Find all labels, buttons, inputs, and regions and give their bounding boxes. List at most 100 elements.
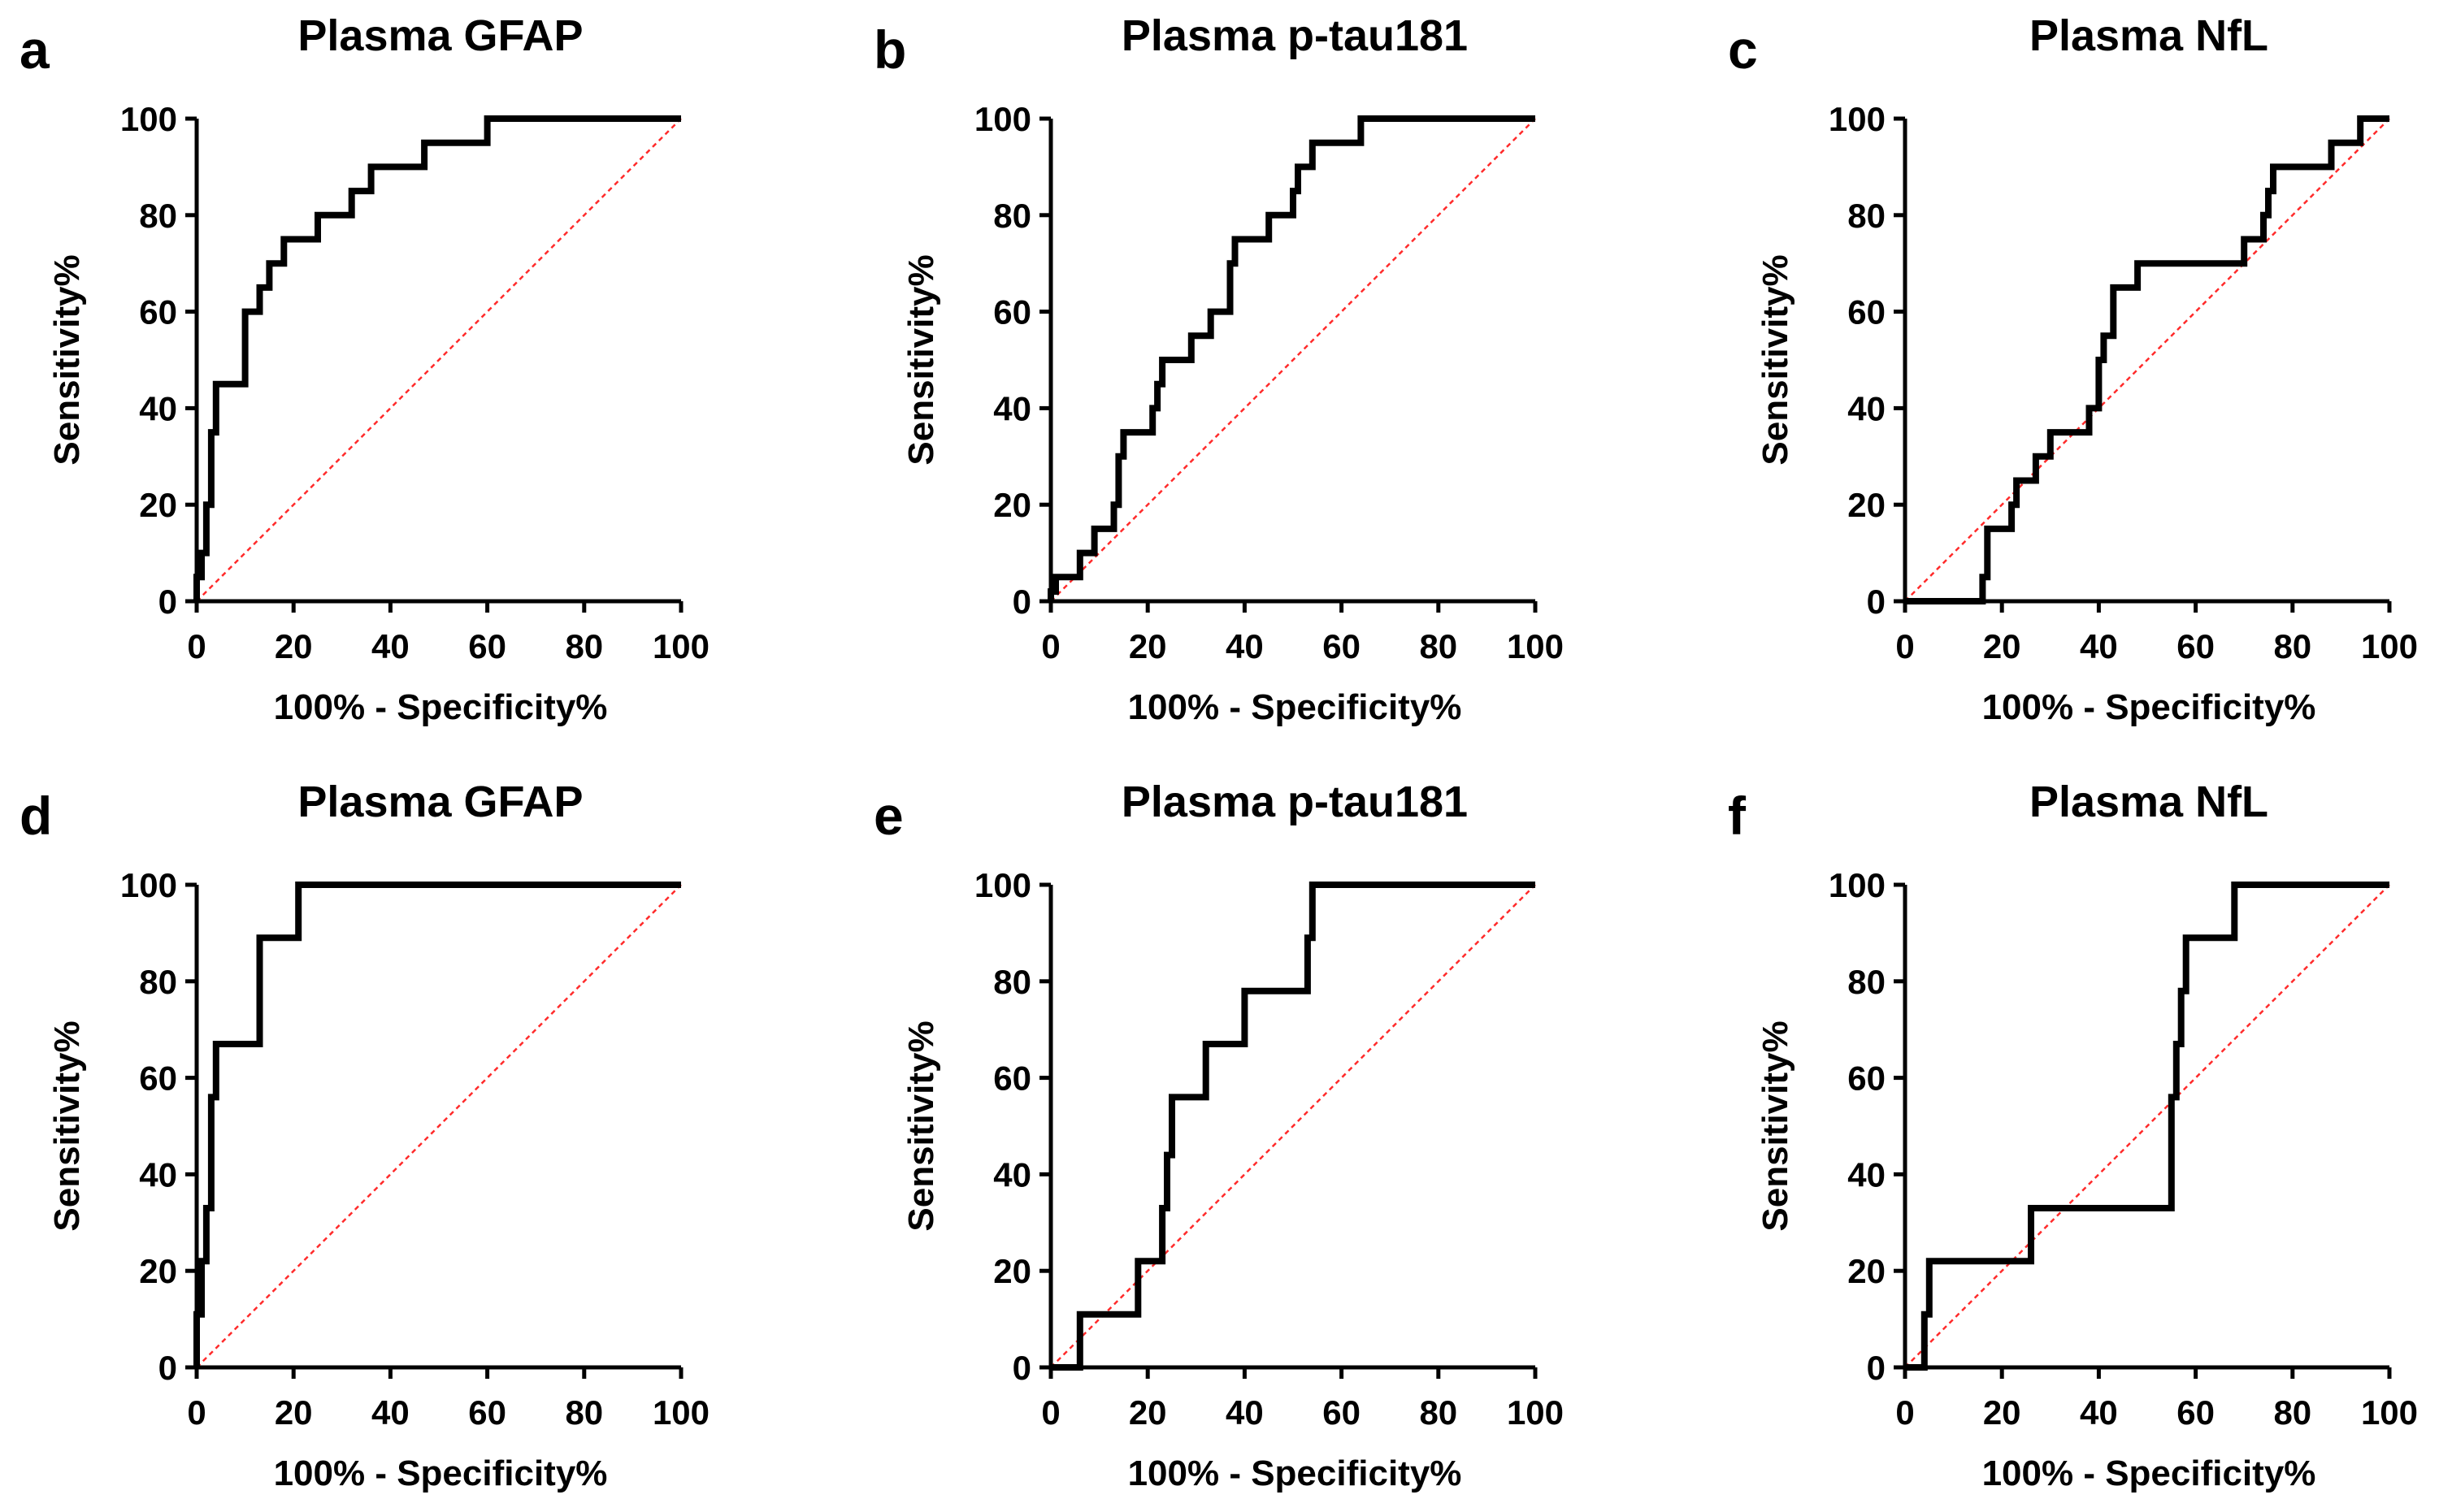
x-tick-label: 80 [565,627,603,665]
panel-f: f Plasma NfL 0 20 40 60 80 100 0 20 40 60 80 100 100% … [1728,778,2418,1493]
x-tick-label: 40 [2080,627,2118,665]
x-tick-label: 0 [187,1393,206,1432]
y-tick-label: 80 [1847,197,1886,235]
chart-title: Plasma GFAP [297,11,583,60]
x-tick-label: 60 [1322,1393,1361,1432]
x-tick-label: 20 [275,627,313,665]
y-tick-label: 20 [993,486,1031,524]
y-tick-label: 60 [1847,293,1886,331]
x-tick-label: 0 [1041,627,1060,665]
roc-curve-line [193,115,681,601]
x-tick-label: 60 [468,627,506,665]
roc-curve-line [1051,882,1535,1371]
x-tick-label: 80 [565,1393,603,1432]
reference-diagonal-line [1904,118,2390,602]
y-axis-label: Sensitivity% [47,254,87,465]
x-tick-label: 40 [371,1393,410,1432]
y-tick-label: 40 [139,1155,177,1194]
x-axis-label: 100% - Specificity% [1982,687,2316,727]
y-tick-label: 80 [1847,963,1886,1001]
y-tick-label: 60 [139,293,177,331]
x-axis-label: 100% - Specificity% [274,1454,608,1493]
y-tick-label: 60 [139,1059,177,1098]
y-tick-label: 40 [993,389,1031,427]
x-tick-label: 20 [1983,1393,2021,1432]
x-axis-label: 100% - Specificity% [1128,687,1462,727]
y-tick-label: 100 [120,100,177,138]
panel-letter: c [1728,19,1758,80]
chart-title: Plasma p-tau181 [1122,778,1468,826]
y-tick-label: 100 [974,100,1031,138]
y-axis-label: Sensitivity% [1755,254,1795,465]
reference-diagonal-line [196,884,682,1368]
y-tick-label: 40 [1847,1155,1886,1194]
x-tick-label: 100 [653,627,710,665]
x-tick-label: 0 [1895,1393,1914,1432]
x-axis-label: 100% - Specificity% [1128,1454,1462,1493]
y-tick-label: 100 [1829,100,1886,138]
panel-c: c Plasma NfL 0 20 40 60 80 100 0 20 40 60 80 100 100% … [1728,11,2418,727]
y-tick-label: 60 [993,1059,1031,1098]
roc-curve-line [1905,882,2389,1371]
x-tick-label: 60 [2176,627,2215,665]
x-tick-label: 20 [275,1393,313,1432]
y-tick-label: 0 [1867,583,1886,621]
x-tick-label: 100 [1507,627,1564,665]
y-tick-label: 20 [993,1252,1031,1290]
chart-title: Plasma NfL [2029,11,2268,60]
x-tick-label: 20 [1129,627,1167,665]
x-tick-label: 60 [468,1393,506,1432]
x-tick-label: 40 [371,627,410,665]
x-axis-label: 100% - Specificity% [1982,1454,2316,1493]
y-axis-label: Sensitivity% [1755,1020,1795,1231]
reference-diagonal-line [196,118,682,602]
y-tick-label: 20 [139,486,177,524]
panel-e: e Plasma p-tau181 0 20 40 60 80 100 0 20 40 60 80 100… [874,778,1564,1493]
y-tick-label: 40 [139,389,177,427]
x-tick-label: 0 [1041,1393,1060,1432]
y-axis-label: Sensitivity% [47,1020,87,1231]
panel-letter: b [874,19,906,80]
x-tick-label: 40 [1226,1393,1264,1432]
y-tick-label: 100 [120,866,177,904]
y-tick-label: 20 [139,1252,177,1290]
x-tick-label: 60 [2176,1393,2215,1432]
chart-title: Plasma NfL [2029,778,2268,826]
x-tick-label: 0 [1895,627,1914,665]
y-tick-label: 80 [139,197,177,235]
x-tick-label: 100 [2361,1393,2418,1432]
reference-diagonal-line [1904,884,2390,1368]
panel-b: b Plasma p-tau181 0 20 40 60 80 100 0 20 40 60 80 100… [874,11,1564,727]
reference-diagonal-line [1050,884,1536,1368]
y-tick-label: 40 [993,1155,1031,1194]
roc-curve-line [1048,115,1535,601]
chart-title: Plasma p-tau181 [1122,11,1468,60]
x-tick-label: 80 [1419,627,1457,665]
x-axis-label: 100% - Specificity% [274,687,608,727]
panel-letter: a [20,19,50,80]
x-tick-label: 100 [1507,1393,1564,1432]
x-tick-label: 100 [653,1393,710,1432]
x-tick-label: 100 [2361,627,2418,665]
x-tick-label: 20 [1129,1393,1167,1432]
y-tick-label: 20 [1847,486,1886,524]
y-axis-label: Sensitivity% [901,1020,941,1231]
x-tick-label: 80 [1419,1393,1457,1432]
y-tick-label: 100 [1829,866,1886,904]
panel-letter: f [1728,786,1747,846]
panel-a: a Plasma GFAP 0 20 40 60 80 100 0 20 40 60 80 100 100%… [20,11,710,727]
y-tick-label: 0 [1013,583,1031,621]
reference-diagonal-line [1050,118,1536,602]
x-tick-label: 80 [2273,1393,2311,1432]
chart-title: Plasma GFAP [297,778,583,826]
y-tick-label: 0 [1013,1349,1031,1387]
x-tick-label: 80 [2273,627,2311,665]
panel-letter: e [874,786,904,846]
panel-letter: d [20,786,52,846]
y-tick-label: 80 [993,197,1031,235]
x-tick-label: 0 [187,627,206,665]
y-tick-label: 0 [1867,1349,1886,1387]
y-tick-label: 0 [158,1349,177,1387]
x-tick-label: 40 [1226,627,1264,665]
